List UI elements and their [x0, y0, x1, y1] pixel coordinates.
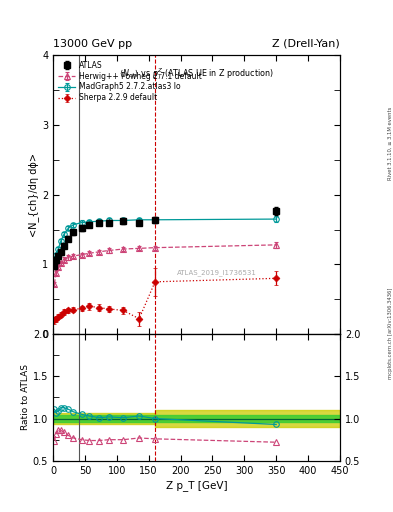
- Text: Rivet 3.1.10, ≥ 3.1M events: Rivet 3.1.10, ≥ 3.1M events: [388, 106, 393, 180]
- Text: 13000 GeV pp: 13000 GeV pp: [53, 38, 132, 49]
- Y-axis label: Ratio to ATLAS: Ratio to ATLAS: [21, 365, 30, 431]
- Text: $\langle N_{ch}\rangle$ vs $p_T^Z$ (ATLAS UE in Z production): $\langle N_{ch}\rangle$ vs $p_T^Z$ (ATLA…: [119, 67, 274, 81]
- Y-axis label: <N_{ch}/dη dϕ>: <N_{ch}/dη dϕ>: [28, 153, 39, 237]
- Text: mcplots.cern.ch [arXiv:1306.3436]: mcplots.cern.ch [arXiv:1306.3436]: [388, 287, 393, 378]
- Text: Z (Drell-Yan): Z (Drell-Yan): [272, 38, 340, 49]
- Legend: ATLAS, Herwig++ Powheg 2.7.1 default, MadGraph5 2.7.2.atlas3 lo, Sherpa 2.2.9 de: ATLAS, Herwig++ Powheg 2.7.1 default, Ma…: [57, 59, 204, 104]
- Text: ATLAS_2019_I1736531: ATLAS_2019_I1736531: [176, 269, 257, 276]
- X-axis label: Z p_T [GeV]: Z p_T [GeV]: [166, 480, 227, 490]
